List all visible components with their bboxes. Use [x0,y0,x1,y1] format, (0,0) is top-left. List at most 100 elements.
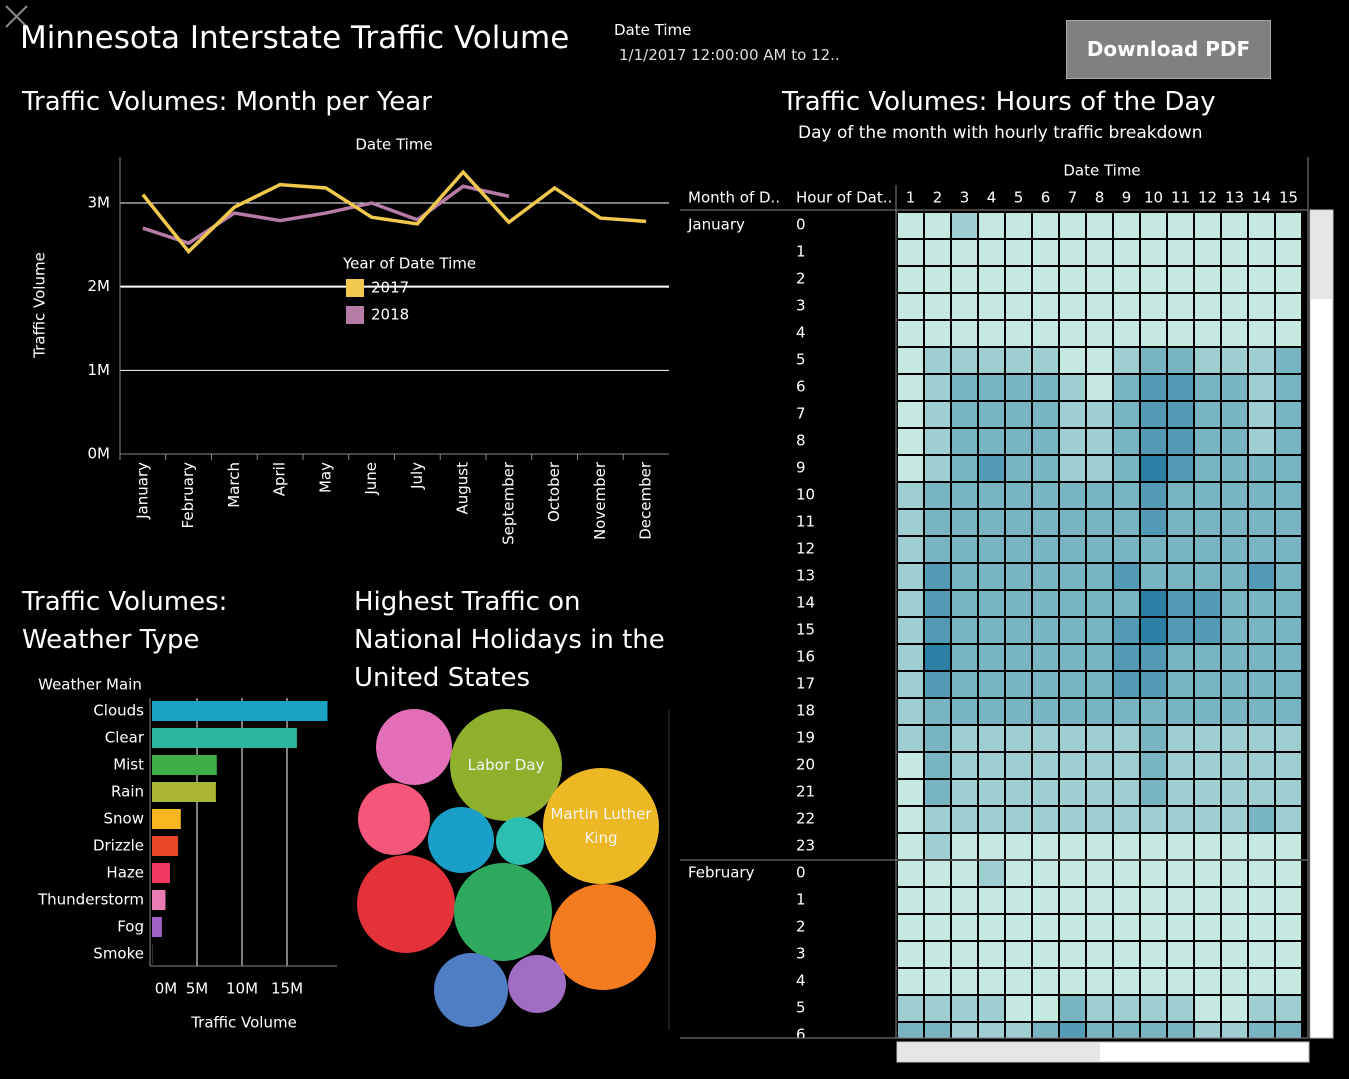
hour-label: 13 [796,567,815,585]
heat-cell [1276,915,1301,940]
heat-cell [898,1023,923,1038]
heat-cell [1060,996,1085,1021]
heat-cell [1195,645,1220,670]
column-label: 9 [1122,189,1132,207]
heat-cell [979,996,1004,1021]
heat-cell [925,402,950,427]
heat-cell [925,591,950,616]
heat-cell [925,807,950,832]
heat-cell [1060,726,1085,751]
heat-cell [1195,942,1220,967]
heat-cell [1114,942,1139,967]
heat-cell [1060,861,1085,886]
heat-cell [898,402,923,427]
heat-cell [898,915,923,940]
heat-cell [1087,456,1112,481]
heat-cell [979,672,1004,697]
heat-cell [925,375,950,400]
heat-cell [1249,672,1274,697]
heat-cell [1060,807,1085,832]
bar [152,755,217,775]
heat-cell [1006,402,1031,427]
heat-cell [1141,969,1166,994]
heat-cell [1141,510,1166,535]
heat-cell [1060,510,1085,535]
heat-cell [1087,294,1112,319]
bar [152,782,216,802]
y-tick-label: 0M [88,445,111,463]
heat-cell [1249,834,1274,859]
heat-cell [1276,780,1301,805]
column-label: 7 [1068,189,1078,207]
heat-cell [1114,969,1139,994]
heat-cell [898,537,923,562]
heat-cell [1276,240,1301,265]
heat-cell [1060,429,1085,454]
heat-cell [1060,402,1085,427]
heat-cell [952,375,977,400]
heat-cell [1114,996,1139,1021]
heat-cell [1087,591,1112,616]
heat-cell [952,1023,977,1038]
heat-cell [952,294,977,319]
heat-cell [925,321,950,346]
heat-cell [1087,213,1112,238]
heat-cell [1141,213,1166,238]
heat-cell [1249,699,1274,724]
heat-cell [898,267,923,292]
heat-cell [925,672,950,697]
heat-cell [1249,591,1274,616]
heat-cell [1087,942,1112,967]
heat-cell [1222,645,1247,670]
heat-cell [1033,753,1058,778]
heat-cell [1276,807,1301,832]
heat-cell [1195,969,1220,994]
line-series [142,184,510,246]
heat-cell [1168,942,1193,967]
hour-label: 17 [796,675,815,693]
heat-cell [979,267,1004,292]
heat-cell [952,240,977,265]
heat-cell [898,564,923,589]
heat-cell [1249,1023,1274,1038]
x-tick-label: August [454,462,472,515]
heat-cell [925,780,950,805]
heat-cell [1114,780,1139,805]
y-tick-label: Haze [106,864,144,882]
heat-cell [979,321,1004,346]
heat-cell [1249,888,1274,913]
y-tick-label: Snow [104,810,144,828]
heat-cell [1141,321,1166,346]
column-label: 13 [1225,189,1244,207]
heat-cell [1249,807,1274,832]
heat-cell [1141,672,1166,697]
heat-cell [1222,915,1247,940]
heat-cell [979,861,1004,886]
heat-cell [1087,375,1112,400]
heat-cell [1060,834,1085,859]
hour-label: 10 [796,486,815,504]
filter-value[interactable]: 1/1/2017 12:00:00 AM to 12.. [619,46,840,64]
hour-label: 2 [796,270,806,288]
heat-cell [1114,699,1139,724]
bar [152,728,297,748]
heat-cell [1168,429,1193,454]
heat-cell [1168,294,1193,319]
column-label: 11 [1171,189,1190,207]
heat-cell [979,510,1004,535]
heat-cell [1222,672,1247,697]
heat-cell [1114,267,1139,292]
heat-cell [1195,780,1220,805]
heat-cell [1195,321,1220,346]
heat-cell [1222,564,1247,589]
bubble [376,709,452,785]
download-button[interactable]: Download PDF [1066,20,1271,79]
heat-cell [1195,348,1220,373]
hour-label: 8 [796,432,806,450]
heat-cell [979,240,1004,265]
heat-cell [1276,564,1301,589]
heat-cell [1087,240,1112,265]
y-tick-label: Clear [105,729,145,747]
heat-cell [1222,753,1247,778]
